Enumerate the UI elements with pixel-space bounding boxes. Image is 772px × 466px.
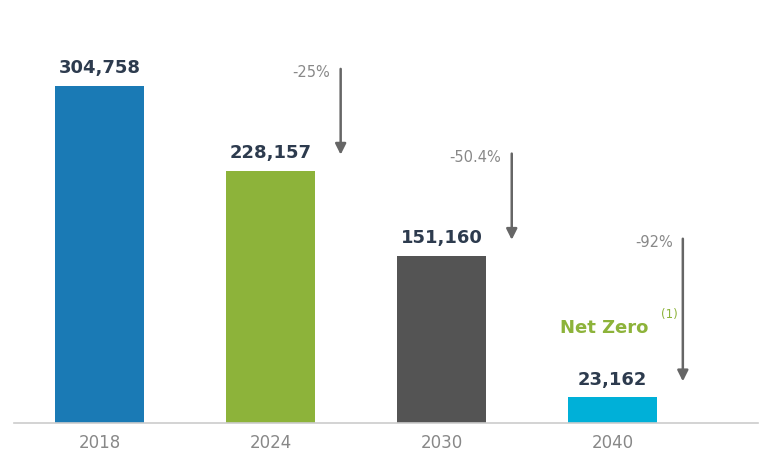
Bar <box>55 86 144 423</box>
Text: 151,160: 151,160 <box>401 229 482 247</box>
Bar <box>397 256 486 423</box>
Text: -92%: -92% <box>635 235 672 250</box>
Text: 228,157: 228,157 <box>229 144 312 162</box>
Text: (1): (1) <box>661 308 677 321</box>
Text: -25%: -25% <box>293 66 330 81</box>
Text: 304,758: 304,758 <box>59 59 141 77</box>
Bar <box>226 171 315 423</box>
Text: 23,162: 23,162 <box>578 370 648 389</box>
Bar <box>568 397 657 423</box>
Text: -50.4%: -50.4% <box>450 150 502 165</box>
Text: Net Zero: Net Zero <box>560 319 648 336</box>
